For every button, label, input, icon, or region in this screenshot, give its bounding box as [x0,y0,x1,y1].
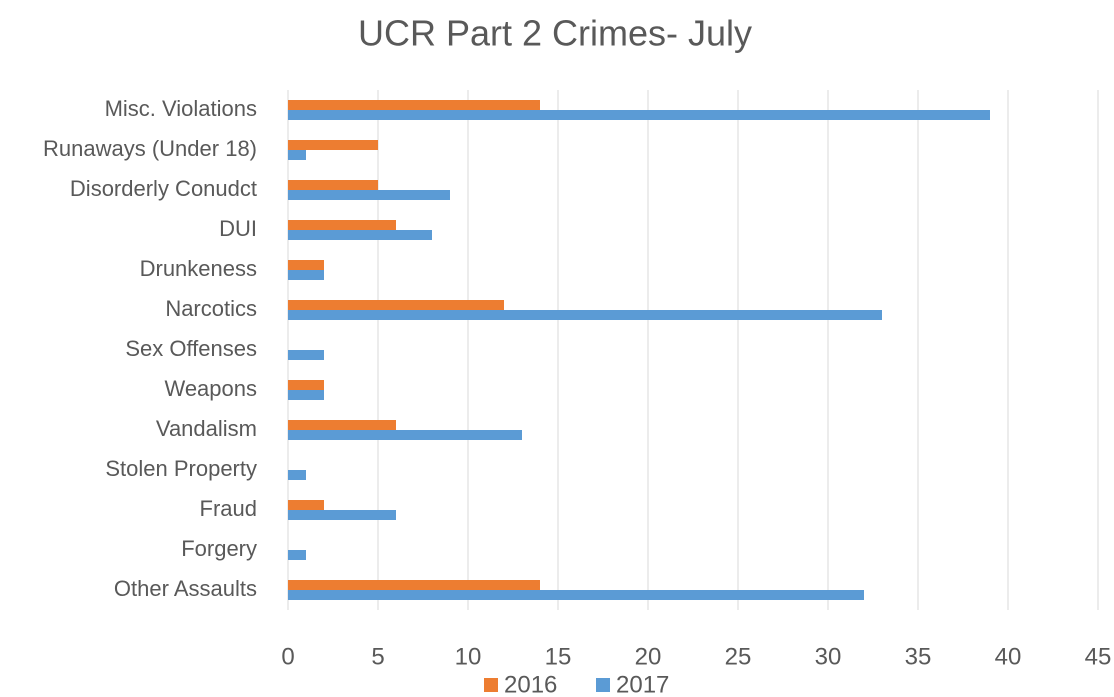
chart-title: UCR Part 2 Crimes- July [358,13,752,54]
y-tick-label: Weapons [164,376,257,401]
legend-label: 2017 [616,671,669,697]
bar [288,580,540,590]
x-tick-label: 0 [281,643,294,670]
x-tick-label: 5 [371,643,384,670]
bar [288,300,504,310]
x-tick-label: 40 [995,643,1022,670]
bar [288,310,882,320]
bar [288,190,450,200]
bar [288,230,432,240]
bar [288,100,540,110]
bar [288,110,990,120]
bar [288,270,324,280]
x-tick-label: 20 [635,643,662,670]
x-tick-label: 45 [1085,643,1112,670]
y-tick-label: Vandalism [156,416,257,441]
bar [288,390,324,400]
bar [288,430,522,440]
bar [288,510,396,520]
x-tick-label: 15 [545,643,572,670]
x-tick-label: 10 [455,643,482,670]
y-tick-label: Forgery [181,536,257,561]
y-tick-label: Fraud [200,496,257,521]
bar [288,140,378,150]
bar [288,590,864,600]
y-tick-label: Misc. Violations [105,96,257,121]
y-tick-label: Disorderly Conudct [70,176,257,201]
y-tick-label: Drunkeness [140,256,257,281]
y-tick-label: Sex Offenses [125,336,257,361]
bar [288,470,306,480]
legend-label: 2016 [504,671,557,697]
bar [288,500,324,510]
y-tick-label: DUI [219,216,257,241]
x-tick-label: 25 [725,643,752,670]
bar [288,150,306,160]
bar [288,220,396,230]
legend-swatch [596,678,610,692]
bar [288,550,306,560]
y-tick-label: Other Assaults [114,576,257,601]
y-tick-label: Narcotics [165,296,257,321]
bar [288,350,324,360]
x-tick-label: 35 [905,643,932,670]
x-tick-label: 30 [815,643,842,670]
legend-swatch [484,678,498,692]
bar [288,180,378,190]
bar [288,260,324,270]
y-tick-label: Stolen Property [105,456,257,481]
bar [288,420,396,430]
y-tick-label: Runaways (Under 18) [43,136,257,161]
bar [288,380,324,390]
